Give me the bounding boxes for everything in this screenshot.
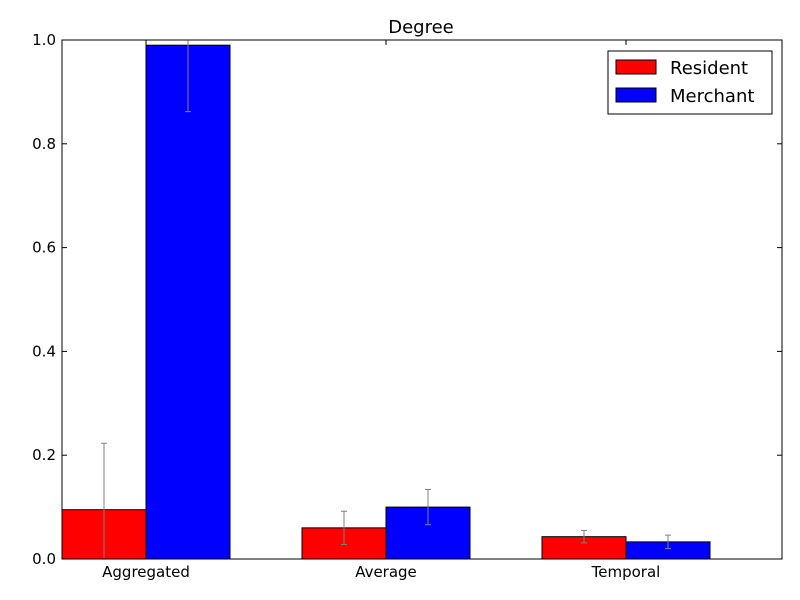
chart-title: Degree [388, 17, 454, 38]
bars-layer [61, 44, 711, 560]
y-tick-label: 0.0 [32, 550, 56, 568]
y-tick-label: 0.8 [32, 135, 56, 153]
x-tick-label: Average [355, 563, 417, 581]
y-tick-label: 0.4 [32, 342, 56, 360]
legend-swatch-resident [615, 59, 657, 75]
y-tick-label: 0.6 [32, 239, 56, 257]
y-tick-label: 0.2 [32, 446, 56, 464]
legend-swatch-merchant [615, 87, 657, 103]
x-tick-label: Temporal [591, 563, 661, 581]
y-tick-label: 1.0 [32, 31, 56, 49]
legend: Resident Merchant [607, 50, 773, 115]
legend-label-resident: Resident [670, 58, 748, 79]
legend-label-merchant: Merchant [670, 86, 754, 107]
x-tick-label: Aggregated [102, 563, 190, 581]
plot-frame [61, 39, 783, 560]
bar-merchant-aggregated [145, 44, 231, 560]
error-bars-layer [101, 40, 671, 559]
ticks-layer: Aggregated Average Temporal 0.0 0.2 0.4 0.6 0.8… [32, 31, 782, 581]
